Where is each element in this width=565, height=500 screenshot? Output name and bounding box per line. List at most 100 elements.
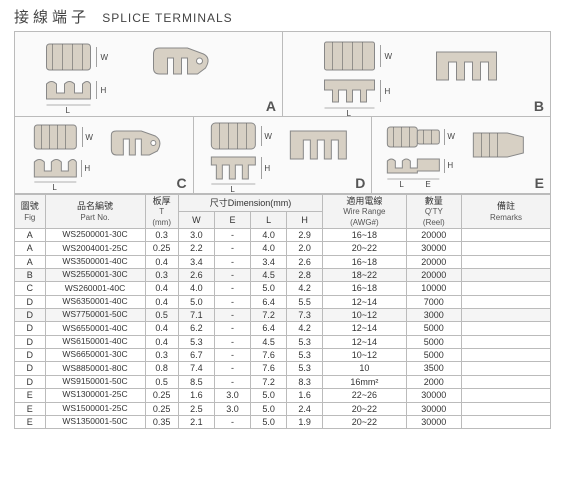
figure-e-svg: W L E H xyxy=(372,117,550,193)
cell-l: 4.0 xyxy=(251,229,287,242)
cell-part: WS6350001-40C xyxy=(45,295,145,308)
cell-qty: 30000 xyxy=(406,242,462,255)
cell-t: 0.25 xyxy=(145,402,178,415)
page-root: 接線端子 SPLICE TERMINALS W L H xyxy=(0,0,565,437)
cell-qty: 10000 xyxy=(406,282,462,295)
cell-t: 0.8 xyxy=(145,362,178,375)
th-thick: 板厚T(mm) xyxy=(145,195,178,229)
cell-rem xyxy=(462,362,551,375)
cell-h: 4.2 xyxy=(287,322,323,335)
table-row: AWS2500001-30C0.33.0-4.02.916~1820000 xyxy=(15,229,551,242)
figure-b-svg: W H L xyxy=(283,32,550,116)
cell-w: 3.4 xyxy=(178,255,214,268)
cell-e: - xyxy=(214,242,250,255)
cell-part: WS8850001-80C xyxy=(45,362,145,375)
cell-qty: 5000 xyxy=(406,335,462,348)
cell-w: 5.0 xyxy=(178,295,214,308)
cell-l: 4.0 xyxy=(251,242,287,255)
figure-c-svg: W L H xyxy=(15,117,193,193)
figure-grid: W L H A xyxy=(14,31,551,194)
figure-row-bottom: W L H C xyxy=(15,117,550,194)
cell-e: - xyxy=(214,269,250,282)
svg-text:E: E xyxy=(426,180,431,189)
cell-wire: 20~22 xyxy=(323,415,406,428)
cell-l: 7.6 xyxy=(251,362,287,375)
cell-wire: 16~18 xyxy=(323,255,406,268)
table-row: AWS2004001-25C0.252.2-4.02.020~2230000 xyxy=(15,242,551,255)
cell-e: - xyxy=(214,335,250,348)
cell-part: WS2500001-30C xyxy=(45,229,145,242)
cell-l: 3.4 xyxy=(251,255,287,268)
cell-e: - xyxy=(214,309,250,322)
table-row: DWS6150001-40C0.45.3-4.55.312~145000 xyxy=(15,335,551,348)
cell-l: 4.5 xyxy=(251,269,287,282)
cell-h: 4.2 xyxy=(287,282,323,295)
cell-t: 0.5 xyxy=(145,375,178,388)
figure-cell-e: W L E H E xyxy=(372,117,550,193)
svg-text:W: W xyxy=(85,133,93,142)
cell-w: 8.5 xyxy=(178,375,214,388)
cell-e: - xyxy=(214,415,250,428)
cell-fig: D xyxy=(15,375,46,388)
cell-rem xyxy=(462,335,551,348)
cell-qty: 20000 xyxy=(406,255,462,268)
cell-l: 5.0 xyxy=(251,415,287,428)
cell-qty: 5000 xyxy=(406,322,462,335)
table-row: DWS8850001-80C0.87.4-7.65.3103500 xyxy=(15,362,551,375)
cell-h: 5.3 xyxy=(287,362,323,375)
page-title: 接線端子 SPLICE TERMINALS xyxy=(14,6,551,27)
cell-l: 5.0 xyxy=(251,282,287,295)
cell-part: WS6650001-30C xyxy=(45,349,145,362)
cell-h: 5.3 xyxy=(287,349,323,362)
figure-label-a: A xyxy=(266,98,276,114)
th-remarks: 備註Remarks xyxy=(462,195,551,229)
cell-rem xyxy=(462,322,551,335)
table-row: DWS6650001-30C0.36.7-7.65.310~125000 xyxy=(15,349,551,362)
cell-h: 8.3 xyxy=(287,375,323,388)
table-row: EWS1350001-50C0.352.1-5.01.920~2230000 xyxy=(15,415,551,428)
cell-t: 0.3 xyxy=(145,269,178,282)
cell-w: 2.2 xyxy=(178,242,214,255)
cell-part: WS7750001-50C xyxy=(45,309,145,322)
cell-qty: 7000 xyxy=(406,295,462,308)
cell-part: WS3500001-40C xyxy=(45,255,145,268)
cell-t: 0.5 xyxy=(145,309,178,322)
cell-wire: 18~22 xyxy=(323,269,406,282)
cell-qty: 5000 xyxy=(406,349,462,362)
cell-fig: B xyxy=(15,269,46,282)
svg-text:W: W xyxy=(264,132,272,141)
cell-wire: 16~18 xyxy=(323,229,406,242)
cell-part: WS1350001-50C xyxy=(45,415,145,428)
cell-qty: 3000 xyxy=(406,309,462,322)
svg-text:W: W xyxy=(448,132,456,141)
cell-qty: 30000 xyxy=(406,402,462,415)
cell-h: 2.8 xyxy=(287,269,323,282)
cell-rem xyxy=(462,242,551,255)
cell-qty: 2000 xyxy=(406,375,462,388)
cell-e: - xyxy=(214,349,250,362)
title-cn: 接線端子 xyxy=(14,9,90,26)
cell-e: - xyxy=(214,375,250,388)
cell-part: WS1500001-25C xyxy=(45,402,145,415)
cell-part: WS6550001-40C xyxy=(45,322,145,335)
figure-label-e: E xyxy=(535,175,544,191)
cell-h: 2.4 xyxy=(287,402,323,415)
cell-wire: 20~22 xyxy=(323,242,406,255)
cell-h: 1.9 xyxy=(287,415,323,428)
table-row: AWS3500001-40C0.43.4-3.42.616~1820000 xyxy=(15,255,551,268)
table-head: 圖號Fig 品名編號Part No. 板厚T(mm) 尺寸Dimension(m… xyxy=(15,195,551,229)
cell-e: 3.0 xyxy=(214,402,250,415)
cell-wire: 20~22 xyxy=(323,402,406,415)
cell-h: 5.3 xyxy=(287,335,323,348)
cell-w: 7.1 xyxy=(178,309,214,322)
cell-part: WS2550001-30C xyxy=(45,269,145,282)
figure-cell-c: W L H C xyxy=(15,117,194,193)
cell-rem xyxy=(462,375,551,388)
cell-fig: E xyxy=(15,415,46,428)
cell-part: WS1300001-25C xyxy=(45,389,145,402)
th-wire: 適用電線Wire Range(AWG#) xyxy=(323,195,406,229)
figure-label-c: C xyxy=(177,175,187,191)
th-h: H xyxy=(287,212,323,229)
cell-wire: 10 xyxy=(323,362,406,375)
cell-h: 7.3 xyxy=(287,309,323,322)
